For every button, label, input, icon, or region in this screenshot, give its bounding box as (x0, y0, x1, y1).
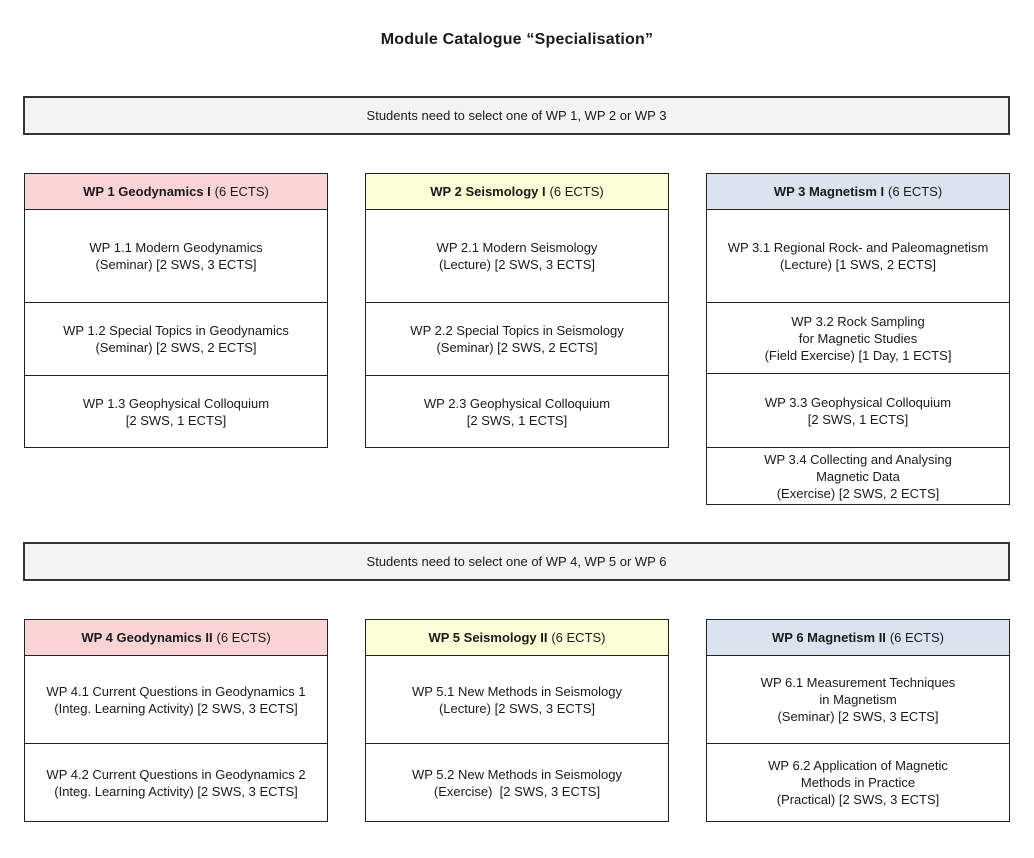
module-line: (Exercise) [2 SWS, 2 ECTS] (776, 485, 940, 501)
module-line: (Seminar) [2 SWS, 2 ECTS] (95, 340, 257, 355)
module-line: WP 2.3 Geophysical Colloquium (423, 395, 611, 411)
module-line: in Magnetism (819, 692, 897, 707)
module-group-wp2: WP 2 Seismology I (6 ECTS) WP 2.1 Modern… (365, 173, 669, 448)
module-line: WP 1.2 Special Topics in Geodynamics (63, 323, 289, 338)
module-line: (Lecture) [2 SWS, 3 ECTS] (438, 257, 596, 272)
module-line: WP 2.2 Special Topics in Seismology (410, 323, 624, 338)
module-cell: WP 4.1 Current Questions in Geodynamics … (25, 656, 327, 744)
module-line: [2 SWS, 1 ECTS] (807, 411, 909, 427)
module-cell: WP 1.2 Special Topics in Geodynamics (Se… (25, 303, 327, 376)
group-title: WP 2 Seismology I (430, 184, 546, 199)
module-group-wp4: WP 4 Geodynamics II (6 ECTS) WP 4.1 Curr… (24, 619, 328, 822)
module-line: [2 SWS, 1 ECTS] (125, 412, 227, 428)
group-header-wp6: WP 6 Magnetism II (6 ECTS) (707, 620, 1009, 656)
module-cell: WP 2.3 Geophysical Colloquium [2 SWS, 1 … (366, 376, 668, 447)
group-ects: (6 ECTS) (888, 184, 943, 199)
module-line: [2 SWS, 1 ECTS] (466, 412, 568, 428)
group-header-wp1: WP 1 Geodynamics I (6 ECTS) (25, 174, 327, 210)
module-cell: WP 5.1 New Methods in Seismology (Lectur… (366, 656, 668, 744)
module-group-wp5: WP 5 Seismology II (6 ECTS) WP 5.1 New M… (365, 619, 669, 822)
selection-banner-2: Students need to select one of WP 4, WP … (23, 542, 1010, 581)
selection-banner-1: Students need to select one of WP 1, WP … (23, 96, 1010, 135)
module-line: (Integ. Learning Activity) [2 SWS, 3 ECT… (54, 783, 298, 799)
module-line: WP 6.1 Measurement Techniques (760, 675, 956, 690)
module-cell: WP 4.2 Current Questions in Geodynamics … (25, 744, 327, 821)
group-ects: (6 ECTS) (551, 630, 606, 645)
module-line: WP 3.2 Rock Sampling (791, 313, 925, 329)
module-cell: WP 3.2 Rock Sampling for Magnetic Studie… (707, 303, 1009, 374)
module-line: (Lecture) [2 SWS, 3 ECTS] (438, 700, 596, 716)
module-cell: WP 2.2 Special Topics in Seismology (Sem… (366, 303, 668, 376)
group-header-wp2: WP 2 Seismology I (6 ECTS) (366, 174, 668, 210)
page-title: Module Catalogue “Specialisation” (380, 31, 654, 48)
module-line: Methods in Practice (800, 775, 916, 790)
module-cell: WP 1.3 Geophysical Colloquium [2 SWS, 1 … (25, 376, 327, 447)
module-line: WP 5.2 New Methods in Seismology (411, 766, 623, 782)
module-cell: WP 6.2 Application of Magnetic Methods i… (707, 744, 1009, 821)
group-title: WP 3 Magnetism I (773, 184, 885, 199)
module-line: WP 1.3 Geophysical Colloquium (82, 395, 270, 411)
module-line: WP 1.1 Modern Geodynamics (89, 240, 263, 255)
group-title: WP 5 Seismology II (428, 630, 548, 645)
group-ects: (6 ECTS) (216, 630, 271, 645)
group-title: WP 4 Geodynamics II (81, 630, 213, 645)
module-group-wp6: WP 6 Magnetism II (6 ECTS) WP 6.1 Measur… (706, 619, 1010, 822)
module-line: (Exercise) [2 SWS, 3 ECTS] (433, 783, 601, 799)
module-line: WP 4.1 Current Questions in Geodynamics … (46, 683, 306, 699)
module-line: (Lecture) [1 SWS, 2 ECTS] (779, 257, 937, 272)
module-line: WP 6.2 Application of Magnetic (768, 758, 948, 773)
group-header-wp4: WP 4 Geodynamics II (6 ECTS) (25, 620, 327, 656)
group-ects: (6 ECTS) (549, 184, 604, 199)
module-line: WP 2.1 Modern Seismology (436, 240, 598, 255)
module-line: (Practical) [2 SWS, 3 ECTS] (776, 792, 940, 807)
module-cell: WP 3.4 Collecting and Analysing Magnetic… (707, 448, 1009, 504)
group-header-wp3: WP 3 Magnetism I (6 ECTS) (707, 174, 1009, 210)
module-line: (Seminar) [2 SWS, 2 ECTS] (436, 340, 598, 355)
module-cell: WP 6.1 Measurement Techniques in Magneti… (707, 656, 1009, 744)
module-group-wp3: WP 3 Magnetism I (6 ECTS) WP 3.1 Regiona… (706, 173, 1010, 505)
module-cell: WP 5.2 New Methods in Seismology (Exerci… (366, 744, 668, 821)
module-cell: WP 1.1 Modern Geodynamics (Seminar) [2 S… (25, 210, 327, 303)
module-line: WP 3.3 Geophysical Colloquium (764, 394, 952, 410)
module-cell: WP 3.1 Regional Rock- and Paleomagnetism… (707, 210, 1009, 303)
module-line: WP 3.1 Regional Rock- and Paleomagnetism (727, 240, 989, 255)
module-line: Magnetic Data (816, 468, 900, 484)
module-line: for Magnetic Studies (798, 330, 918, 346)
group-ects: (6 ECTS) (889, 630, 944, 645)
module-line: (Integ. Learning Activity) [2 SWS, 3 ECT… (54, 700, 298, 716)
group-ects: (6 ECTS) (214, 184, 269, 199)
module-line: WP 4.2 Current Questions in Geodynamics … (46, 766, 306, 782)
group-header-wp5: WP 5 Seismology II (6 ECTS) (366, 620, 668, 656)
module-line: WP 5.1 New Methods in Seismology (411, 683, 623, 699)
module-line: (Seminar) [2 SWS, 3 ECTS] (95, 257, 257, 272)
module-group-wp1: WP 1 Geodynamics I (6 ECTS) WP 1.1 Moder… (24, 173, 328, 448)
module-cell: WP 2.1 Modern Seismology (Lecture) [2 SW… (366, 210, 668, 303)
module-line: (Field Exercise) [1 Day, 1 ECTS] (764, 347, 952, 363)
group-title: WP 1 Geodynamics I (83, 184, 211, 199)
module-line: (Seminar) [2 SWS, 3 ECTS] (777, 709, 939, 724)
group-title: WP 6 Magnetism II (772, 630, 886, 645)
module-line: WP 3.4 Collecting and Analysing (764, 451, 952, 467)
module-cell: WP 3.3 Geophysical Colloquium [2 SWS, 1 … (707, 374, 1009, 448)
